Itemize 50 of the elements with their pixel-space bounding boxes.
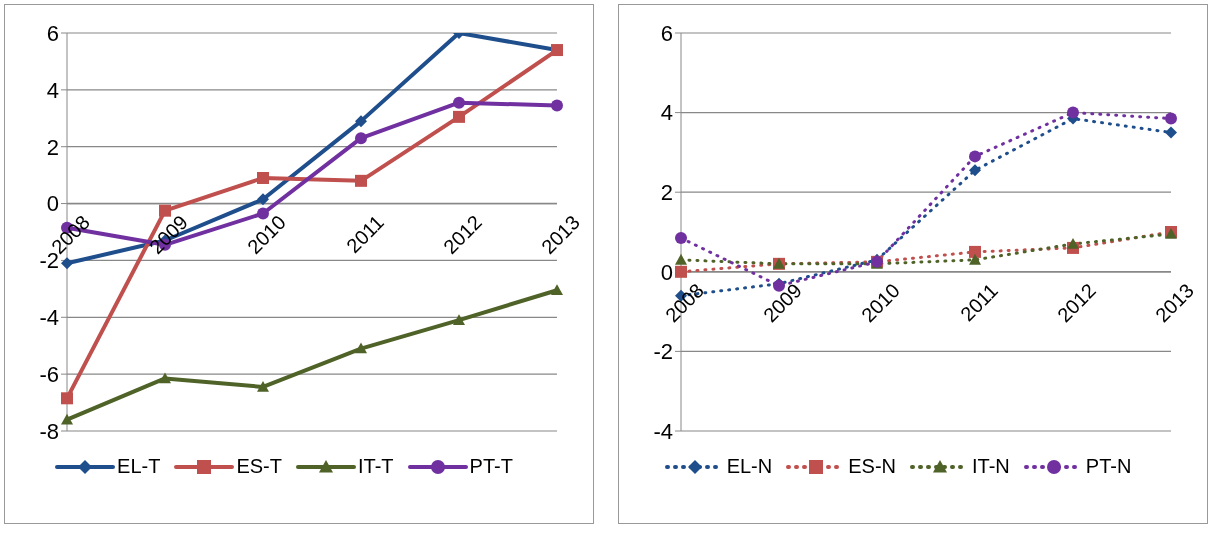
legend-label: PT-T xyxy=(469,455,513,478)
point xyxy=(257,171,269,184)
point xyxy=(969,253,981,265)
legend-label: ES-N xyxy=(848,455,897,478)
point xyxy=(453,110,465,123)
point xyxy=(257,193,269,206)
y-tick-label: -4 xyxy=(39,305,59,331)
y-tick-label: 6 xyxy=(46,20,59,46)
y-tick-label: -6 xyxy=(39,361,59,387)
y-tick-label: 0 xyxy=(660,259,673,285)
point xyxy=(61,392,73,405)
point xyxy=(355,132,367,145)
point xyxy=(1067,237,1079,249)
legend-label: PT-N xyxy=(1085,455,1132,478)
legend-label: IT-T xyxy=(358,455,394,478)
legend-label: ES-T xyxy=(236,455,282,478)
point xyxy=(355,342,367,354)
point xyxy=(61,257,73,270)
point xyxy=(453,314,465,325)
point xyxy=(675,253,687,265)
y-tick-label: 4 xyxy=(660,100,673,126)
point xyxy=(355,115,367,128)
y-tick-label: 4 xyxy=(46,77,59,103)
legend-label: EL-T xyxy=(117,455,161,478)
y-tick-label: 6 xyxy=(660,20,673,46)
y-tick-label: 2 xyxy=(46,134,59,160)
legend-label: IT-N xyxy=(972,455,1010,478)
y-tick-label: -4 xyxy=(653,418,673,444)
point xyxy=(551,284,563,296)
point xyxy=(551,99,563,112)
point xyxy=(969,164,981,177)
point xyxy=(675,265,687,278)
y-tick-label: -2 xyxy=(653,339,673,365)
point xyxy=(675,231,687,244)
point xyxy=(969,150,981,163)
point xyxy=(257,380,269,392)
y-tick-label: -8 xyxy=(39,418,59,444)
point xyxy=(355,174,367,187)
point xyxy=(159,204,171,217)
point xyxy=(61,413,73,425)
point xyxy=(159,372,171,384)
y-tick-label: 0 xyxy=(46,191,59,217)
y-tick-label: -2 xyxy=(39,248,59,274)
point xyxy=(453,96,465,109)
point xyxy=(1165,126,1177,139)
point xyxy=(1165,112,1177,125)
point xyxy=(1067,106,1079,119)
legend-label: EL-N xyxy=(726,455,773,478)
y-tick-label: 2 xyxy=(660,180,673,206)
point xyxy=(969,245,981,258)
